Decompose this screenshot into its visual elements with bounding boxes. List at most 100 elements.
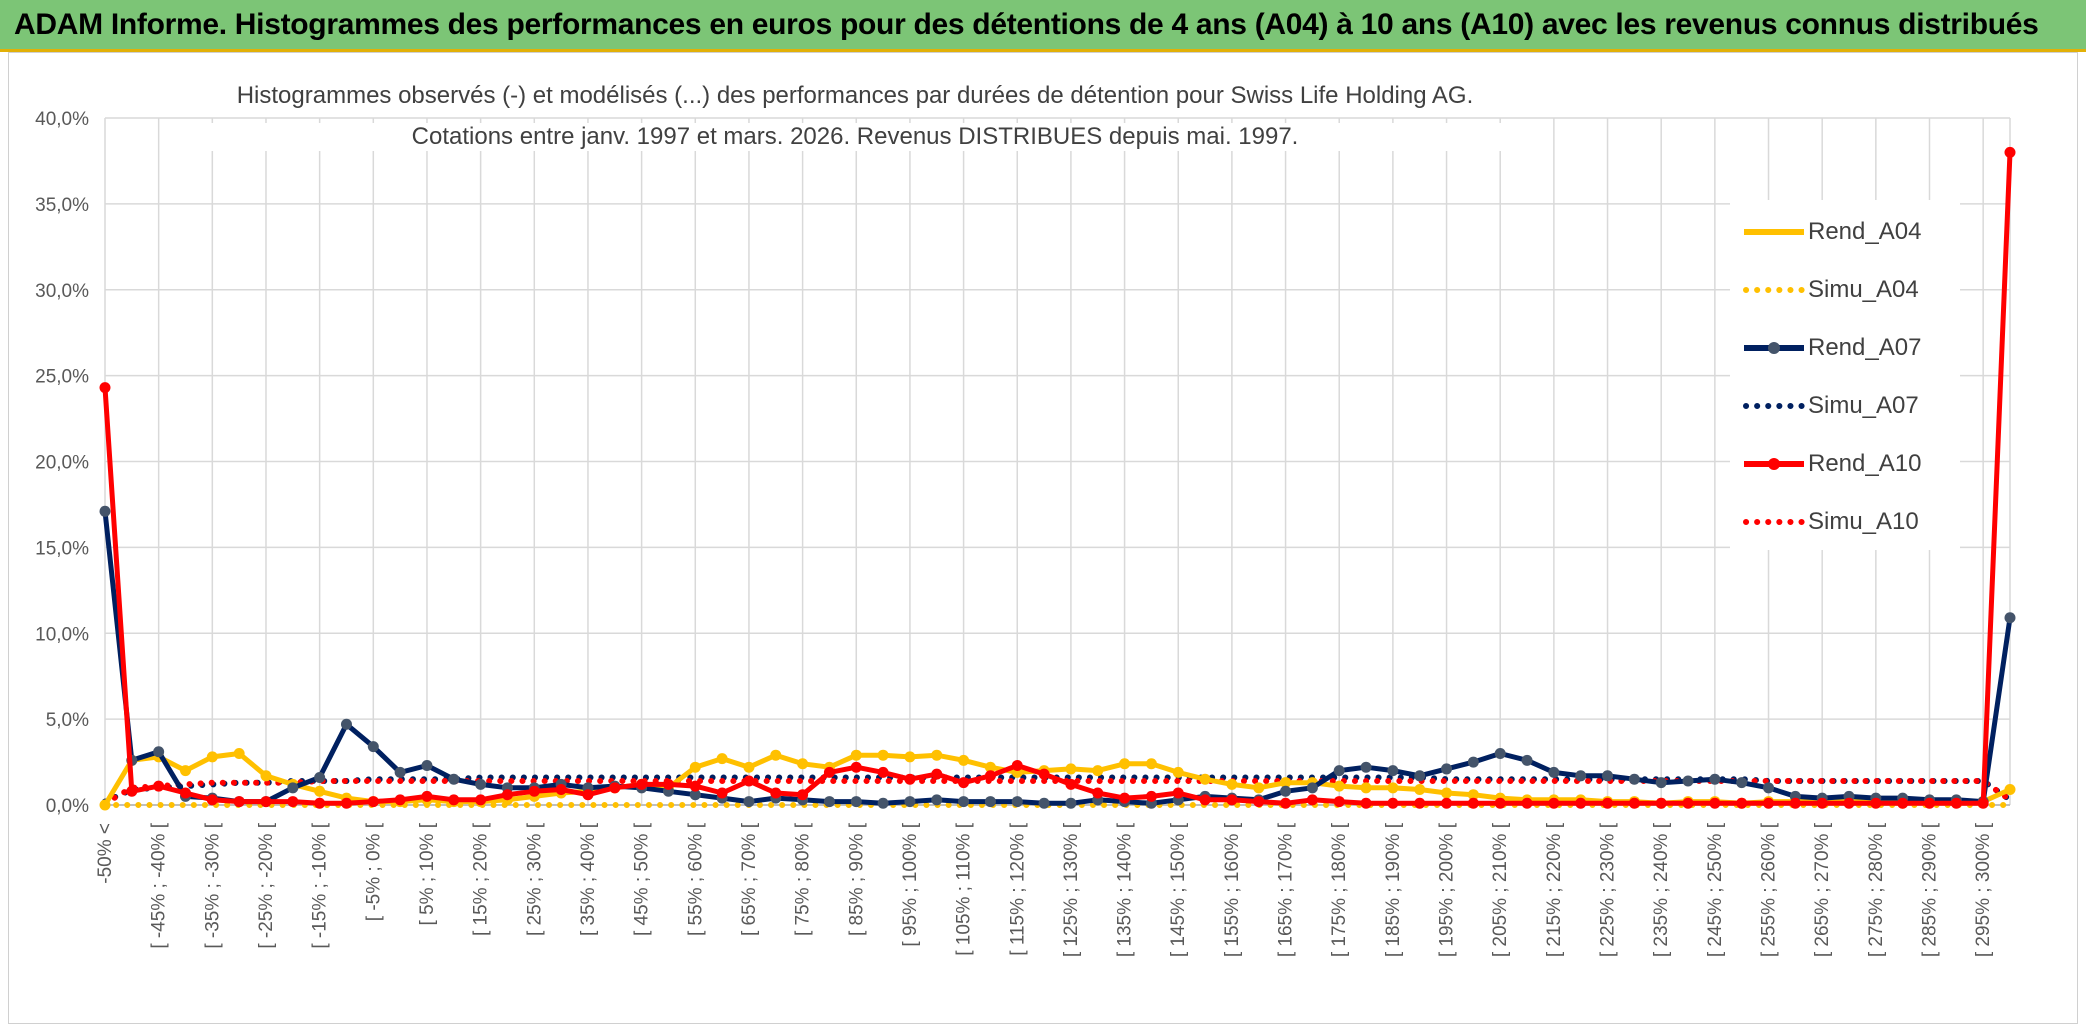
data-point xyxy=(689,789,701,801)
x-tick-label: [ 65% ; 70% [ xyxy=(739,822,760,936)
legend-item-rend-a10: Rend_A10 xyxy=(1742,444,1962,484)
x-tick-label: -50% < xyxy=(95,823,116,884)
data-point xyxy=(1333,796,1345,808)
data-point xyxy=(1548,797,1560,809)
x-tick-label: [ -15% ; -10% [ xyxy=(310,822,331,948)
data-point xyxy=(1360,782,1372,794)
x-tick-label: [ 125% ; 130% [ xyxy=(1061,822,1082,957)
data-point xyxy=(1280,777,1292,789)
legend-symbol-dotted-navy xyxy=(1743,403,1806,409)
data-point xyxy=(314,772,326,784)
data-point xyxy=(1575,797,1587,809)
data-point xyxy=(877,797,889,809)
data-point xyxy=(877,766,889,778)
data-point xyxy=(1736,797,1748,809)
legend-symbol-solid-red xyxy=(1744,458,1804,470)
data-point xyxy=(850,761,862,773)
data-point xyxy=(1763,782,1775,794)
data-point xyxy=(367,741,379,753)
data-point xyxy=(1360,797,1372,809)
data-point xyxy=(1065,797,1077,809)
data-point xyxy=(1843,797,1855,809)
data-point xyxy=(99,382,111,394)
data-point xyxy=(1011,759,1023,771)
data-point xyxy=(1119,792,1131,804)
data-point xyxy=(99,799,111,811)
gridlines xyxy=(104,117,2011,806)
data-point xyxy=(797,758,809,770)
data-point xyxy=(716,753,728,765)
data-point xyxy=(1333,780,1345,792)
data-point xyxy=(233,796,245,808)
data-point xyxy=(1709,773,1721,785)
x-tick-label: [ 115% ; 120% [ xyxy=(1007,822,1028,955)
x-axis: -50% < [ -45% ; -40% [[ -35% ; -30% [[ -2… xyxy=(95,822,1994,957)
series-line xyxy=(102,152,2013,806)
legend-item-simu-a07: Simu_A07 xyxy=(1742,386,1962,426)
chart-title-line-1: Histogrammes observés (-) et modélisés (… xyxy=(200,82,1510,110)
data-point xyxy=(1306,782,1318,794)
data-point xyxy=(770,749,782,761)
data-point xyxy=(1467,756,1479,768)
data-point xyxy=(1038,797,1050,809)
x-tick-label: [ 185% ; 190% [ xyxy=(1383,822,1404,957)
data-point xyxy=(662,778,674,790)
x-tick-label: [ 155% ; 160% [ xyxy=(1222,822,1243,957)
data-point xyxy=(582,789,594,801)
data-point xyxy=(1977,797,1989,809)
data-point xyxy=(260,770,272,782)
x-tick-label: [ 145% ; 150% [ xyxy=(1168,822,1189,957)
y-axis: 0,0% 5,0% 10,0% 15,0% 20,0% 25,0% 30,0% 35,0% 40… xyxy=(35,109,89,817)
x-tick-label: [ 95% ; 100% [ xyxy=(900,822,921,946)
data-point xyxy=(314,797,326,809)
data-point xyxy=(1145,790,1157,802)
data-point xyxy=(1387,765,1399,777)
data-point xyxy=(823,766,835,778)
x-tick-label: [ 35% ; 40% [ xyxy=(578,822,599,936)
data-point xyxy=(528,785,540,797)
data-point xyxy=(1441,797,1453,809)
y-tick-label: 35,0% xyxy=(35,195,89,216)
data-point xyxy=(1736,777,1748,789)
data-point xyxy=(1199,794,1211,806)
data-point xyxy=(743,796,755,808)
data-point xyxy=(1065,778,1077,790)
data-point xyxy=(2004,146,2016,158)
data-point xyxy=(1414,797,1426,809)
data-point xyxy=(770,787,782,799)
data-point xyxy=(340,797,352,809)
x-tick-label: [ -25% ; -20% [ xyxy=(256,822,277,948)
data-point xyxy=(340,718,352,730)
legend-item-simu-a10: Simu_A10 xyxy=(1742,502,1962,542)
x-tick-label: [ -45% ; -40% [ xyxy=(149,822,170,948)
data-point xyxy=(958,777,970,789)
legend-symbol-dotted-red xyxy=(1743,519,1806,525)
data-point xyxy=(394,794,406,806)
data-point xyxy=(931,749,943,761)
data-point xyxy=(126,785,138,797)
legend-label: Rend_A04 xyxy=(1808,218,1922,245)
data-point xyxy=(448,794,460,806)
legend-label: Simu_A10 xyxy=(1808,508,1919,535)
data-point xyxy=(367,796,379,808)
data-point xyxy=(743,761,755,773)
x-tick-label: [ 25% ; 30% [ xyxy=(524,822,545,936)
data-point xyxy=(1682,775,1694,787)
series-rend-a07 xyxy=(99,505,2016,809)
data-point xyxy=(1226,794,1238,806)
data-point xyxy=(153,746,165,758)
legend-symbol-dotted-gold xyxy=(1743,287,1806,293)
x-tick-label: [ 5% ; 10% [ xyxy=(417,822,438,925)
data-point xyxy=(206,751,218,763)
legend-label: Simu_A07 xyxy=(1808,392,1919,419)
data-point xyxy=(1145,758,1157,770)
series-rend-a10 xyxy=(99,146,2016,809)
data-point xyxy=(1655,797,1667,809)
data-point xyxy=(797,789,809,801)
data-point xyxy=(1897,797,1909,809)
data-point xyxy=(1280,785,1292,797)
x-tick-label: [ 285% ; 290% [ xyxy=(1920,822,1941,957)
x-tick-label: [ 205% ; 210% [ xyxy=(1490,822,1511,957)
data-point xyxy=(1521,754,1533,766)
